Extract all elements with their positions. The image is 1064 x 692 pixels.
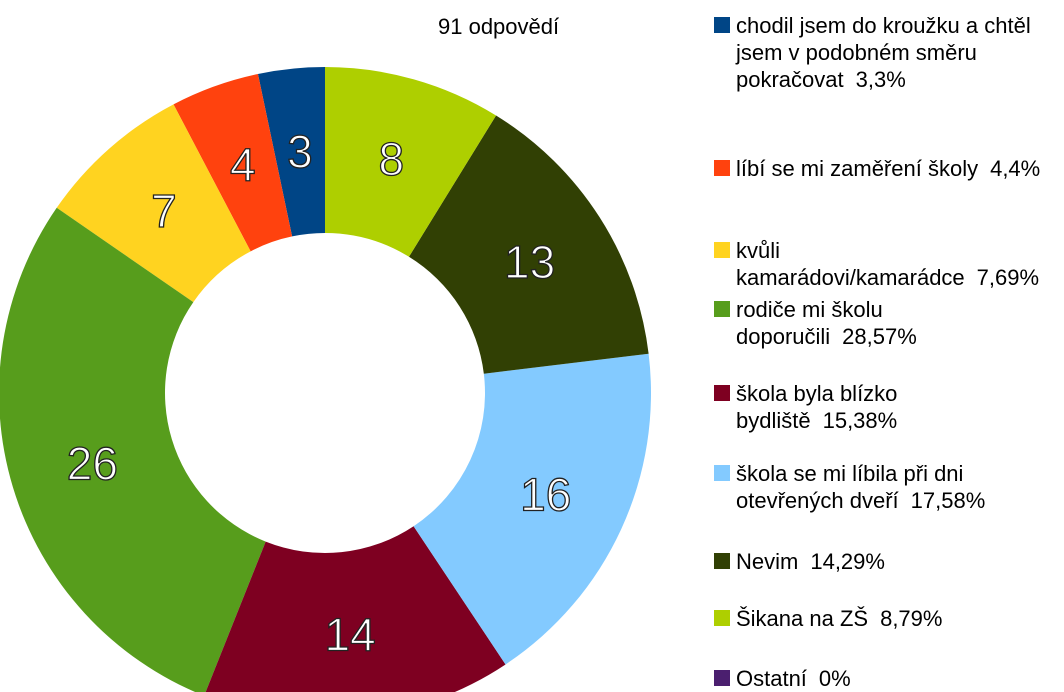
legend-swatch xyxy=(714,670,730,686)
legend-swatch xyxy=(714,242,730,258)
slice xyxy=(0,207,266,692)
slice-label: 8 xyxy=(378,133,404,185)
legend-item: škola se mi líbila při dni otevřených dv… xyxy=(712,460,1064,514)
slice-label: 7 xyxy=(151,185,177,237)
legend-label: Ostatní xyxy=(736,666,807,691)
legend-label: líbí se mi zaměření školy xyxy=(736,156,979,181)
slice-label: 26 xyxy=(67,437,118,489)
legend-text: chodil jsem do kroužku a chtěl jsem v po… xyxy=(736,12,1064,93)
slice-label: 13 xyxy=(504,236,555,288)
slice-label: 16 xyxy=(520,469,571,521)
legend-label: chodil jsem do kroužku a chtěl jsem v po… xyxy=(736,13,1031,92)
legend-item: líbí se mi zaměření školy 4,4% xyxy=(712,155,1064,182)
legend-item: Šikana na ZŠ 8,79% xyxy=(712,605,1064,632)
legend-swatch xyxy=(714,301,730,317)
legend-percent: 0% xyxy=(818,666,851,691)
legend-item: škola byla blízko bydliště 15,38% xyxy=(712,380,1064,434)
slice-label: 4 xyxy=(230,138,256,190)
legend-percent: 4,4% xyxy=(990,156,1041,181)
legend-text: škola se mi líbila při dni otevřených dv… xyxy=(736,460,1064,514)
slice xyxy=(205,526,506,692)
legend-percent: 7,69% xyxy=(976,265,1040,290)
legend-text: Nevim 14,29% xyxy=(736,548,1064,575)
slice xyxy=(173,73,293,252)
slice xyxy=(257,67,325,237)
slice xyxy=(413,353,652,665)
legend-swatch xyxy=(714,465,730,481)
legend-swatch xyxy=(714,17,730,33)
legend-label: Šikana na ZŠ xyxy=(736,606,869,631)
legend-label: škola byla blízko bydliště xyxy=(736,381,898,433)
legend-label: škola se mi líbila při dni otevřených dv… xyxy=(736,461,964,513)
legend-label: kvůli kamarádovi/kamarádce xyxy=(736,238,965,290)
legend-percent: 14,29% xyxy=(810,549,885,574)
legend-swatch xyxy=(714,160,730,176)
slice xyxy=(408,115,649,374)
legend-item: Nevim 14,29% xyxy=(712,548,1064,575)
legend-percent: 15,38% xyxy=(822,408,898,433)
legend-percent: 3,3% xyxy=(855,67,906,92)
legend-text: škola byla blízko bydliště 15,38% xyxy=(736,380,1064,434)
legend-text: Šikana na ZŠ 8,79% xyxy=(736,605,1064,632)
chart-subtitle: 91 odpovědí xyxy=(438,14,560,39)
legend-percent: 17,58% xyxy=(910,488,986,513)
legend-item: chodil jsem do kroužku a chtěl jsem v po… xyxy=(712,12,1064,93)
slice-label: 14 xyxy=(325,609,376,661)
legend-swatch xyxy=(714,553,730,569)
legend-swatch xyxy=(714,610,730,626)
legend-item: Ostatní 0% xyxy=(712,665,1064,692)
legend-text: kvůli kamarádovi/kamarádce 7,69% xyxy=(736,237,1064,291)
legend-swatch xyxy=(714,385,730,401)
legend-percent: 28,57% xyxy=(842,324,917,349)
legend-text: Ostatní 0% xyxy=(736,665,1064,692)
legend-text: rodiče mi školu doporučili 28,57% xyxy=(736,296,1064,350)
legend-label: rodiče mi školu doporučili xyxy=(736,297,883,349)
legend-percent: 8,79% xyxy=(880,606,943,631)
legend-text: líbí se mi zaměření školy 4,4% xyxy=(736,155,1064,182)
legend-item: kvůli kamarádovi/kamarádce 7,69% xyxy=(712,237,1064,291)
legend-label: Nevim xyxy=(736,549,799,574)
slice-label: 3 xyxy=(287,125,313,177)
legend-item: rodiče mi školu doporučili 28,57% xyxy=(712,296,1064,350)
slice xyxy=(56,104,251,303)
slice xyxy=(325,67,497,257)
